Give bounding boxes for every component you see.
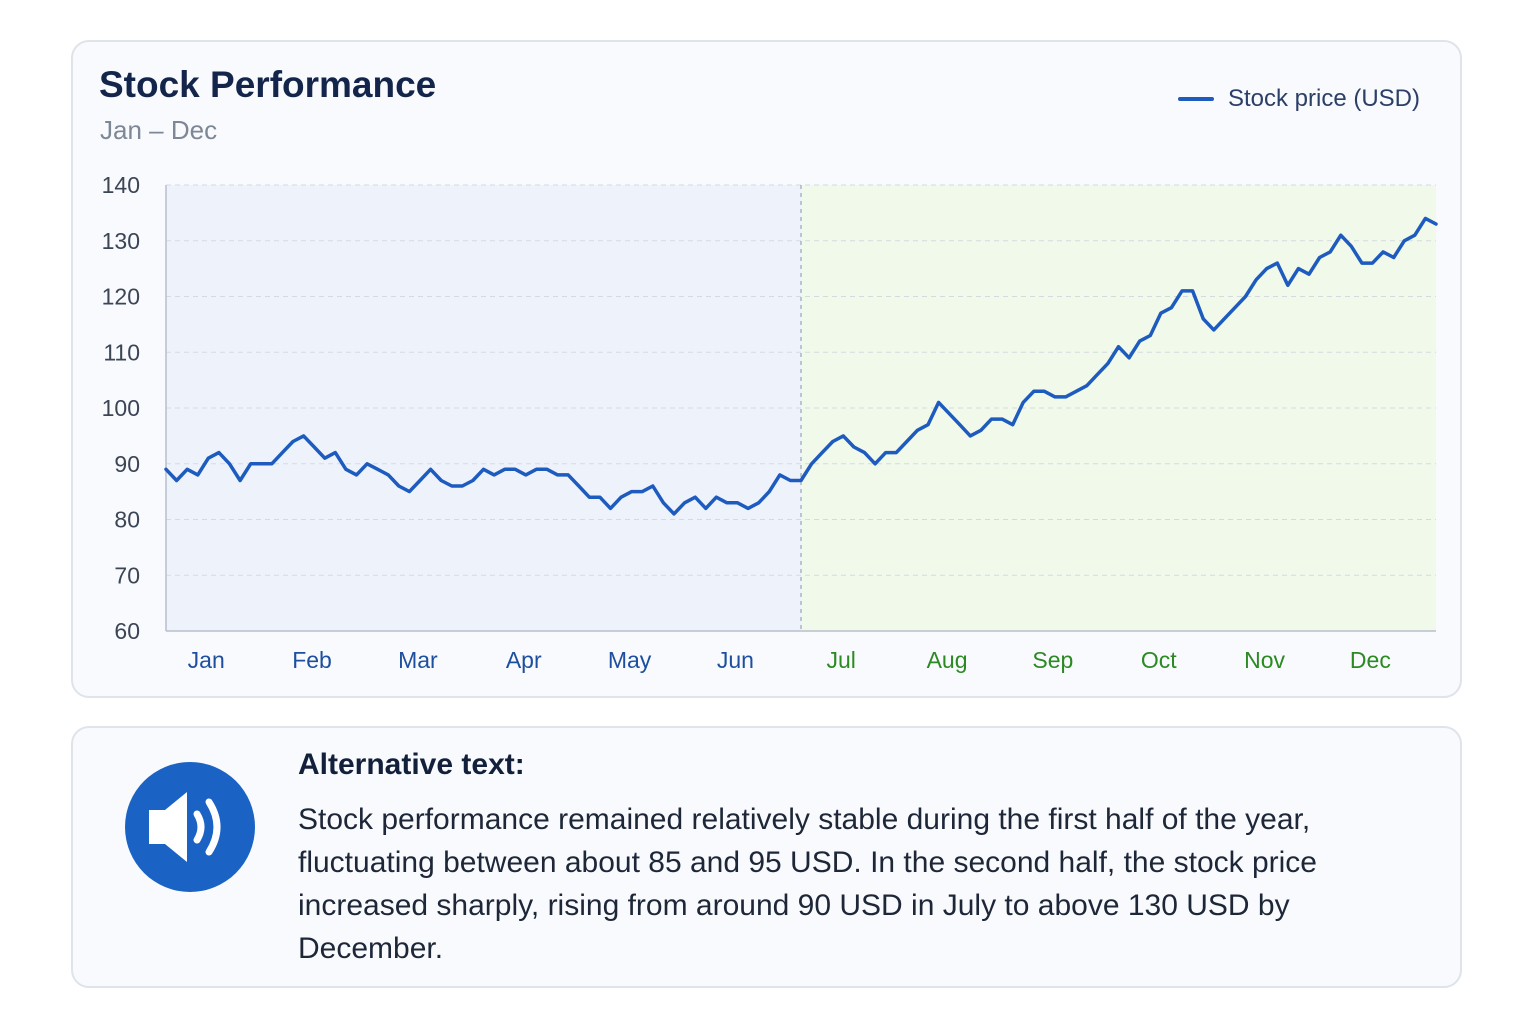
y-tick-label: 140 — [102, 172, 140, 198]
y-tick-label: 120 — [102, 284, 140, 310]
y-tick-label: 90 — [114, 451, 140, 477]
axes — [165, 185, 1436, 632]
y-tick-label: 110 — [103, 339, 140, 365]
series-line-stock-price — [164, 216, 1438, 516]
y-tick-label: 60 — [114, 618, 140, 644]
x-tick-label-jun: Jun — [717, 647, 754, 673]
y-tick-label: 70 — [114, 562, 140, 588]
legend-label: Stock price (USD) — [1227, 85, 1420, 112]
chart-card: 60 70 80 90 100 110 120 130 140 Jan Feb Mar Apr May J… — [71, 40, 1462, 698]
x-tick-label-may: May — [608, 647, 652, 673]
y-axis-ticks: 60 70 80 90 100 110 120 130 140 — [102, 172, 140, 644]
x-tick-label-jan: Jan — [188, 647, 225, 673]
y-tick-label: 100 — [102, 395, 140, 421]
alt-text-body: Stock performance remained relatively st… — [298, 803, 1317, 965]
x-tick-label-dec: Dec — [1350, 647, 1391, 673]
speaker-icon[interactable] — [125, 762, 255, 892]
legend-swatch — [1177, 97, 1214, 101]
x-tick-label-apr: Apr — [506, 647, 542, 673]
x-tick-label-nov: Nov — [1244, 647, 1285, 673]
x-tick-label-aug: Aug — [927, 647, 968, 673]
x-tick-label-jul: Jul — [827, 647, 856, 673]
y-tick-label: 80 — [114, 507, 140, 533]
x-tick-label-mar: Mar — [398, 647, 438, 673]
alt-text-card: Alternative text: Stock performance rema… — [71, 726, 1462, 988]
x-tick-label-sep: Sep — [1032, 647, 1073, 673]
speaker-icon-glyph — [149, 792, 221, 862]
x-tick-label-oct: Oct — [1141, 647, 1177, 673]
chart-subtitle: Jan – Dec — [100, 115, 218, 145]
y-tick-label: 130 — [102, 228, 140, 254]
x-tick-label-feb: Feb — [292, 647, 332, 673]
x-axis-ticks: Jan Feb Mar Apr May Jun Jul Aug Sep Oct Nov Dec — [188, 647, 1391, 673]
legend: Stock price (USD) — [1177, 85, 1420, 113]
alt-text-heading: Alternative text: — [298, 748, 525, 781]
chart-title: Stock Performance — [99, 64, 437, 105]
